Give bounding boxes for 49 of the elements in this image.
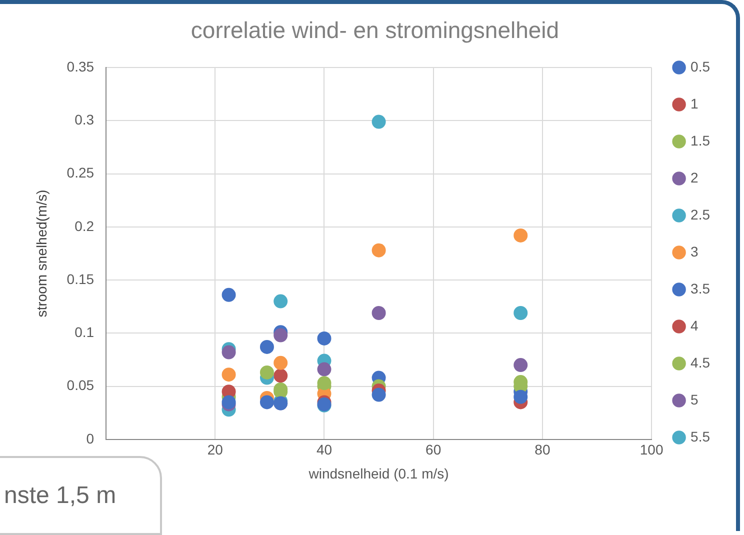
legend-label: 5.5 bbox=[690, 428, 710, 444]
x-tick-label: 100 bbox=[640, 442, 664, 458]
point bbox=[274, 368, 288, 383]
point bbox=[260, 340, 274, 354]
point bbox=[514, 306, 528, 320]
point bbox=[514, 390, 528, 404]
point bbox=[260, 365, 274, 380]
y-tick-label: 0.35 bbox=[66, 58, 94, 74]
point bbox=[514, 358, 528, 372]
legend-label: 5 bbox=[690, 391, 699, 408]
point bbox=[317, 331, 332, 346]
y-tick-label: 0.2 bbox=[74, 218, 94, 234]
point bbox=[317, 376, 332, 390]
legend-label: 4 bbox=[690, 317, 699, 334]
y-tick-label: 0 bbox=[86, 430, 94, 446]
point bbox=[372, 306, 386, 320]
legend-label: 3 bbox=[690, 243, 699, 260]
point bbox=[514, 228, 528, 242]
y-tick-label: 0.15 bbox=[66, 270, 94, 287]
legend-label: 2.5 bbox=[690, 206, 710, 222]
point bbox=[274, 356, 288, 370]
point bbox=[372, 243, 386, 258]
x-tick-label: 20 bbox=[207, 442, 224, 458]
y-tick-label: 0.1 bbox=[74, 324, 94, 340]
legend-label: 1.5 bbox=[690, 132, 710, 148]
legend-label: 3.5 bbox=[690, 280, 710, 296]
point bbox=[274, 294, 288, 308]
y-tick-label: 0.05 bbox=[66, 377, 94, 394]
chart-title: correlatie wind- en stromingsnelheid bbox=[190, 17, 560, 44]
point bbox=[222, 345, 236, 360]
point bbox=[222, 368, 236, 382]
legend-label: 1 bbox=[690, 95, 699, 112]
legend-label: 2 bbox=[690, 169, 699, 186]
point bbox=[260, 395, 274, 410]
y-tick-label: 0.3 bbox=[74, 112, 94, 128]
legend-label: 0.5 bbox=[690, 58, 710, 74]
point bbox=[317, 362, 332, 376]
x-axis-title: windsnelheid (0.1 m/s) bbox=[308, 465, 449, 482]
x-tick-label: 80 bbox=[534, 442, 550, 458]
point bbox=[274, 328, 288, 342]
point bbox=[222, 288, 236, 302]
point bbox=[372, 388, 386, 402]
y-tick-label: 0.25 bbox=[66, 164, 94, 181]
x-tick-label: 40 bbox=[316, 442, 332, 458]
x-tick-label: 60 bbox=[426, 442, 442, 458]
y-axis-title: stroom snelhed(m/s) bbox=[33, 190, 50, 318]
point bbox=[372, 114, 386, 129]
legend-label: 4.5 bbox=[690, 354, 710, 370]
text: nste 1,5 m bbox=[0, 456, 162, 535]
